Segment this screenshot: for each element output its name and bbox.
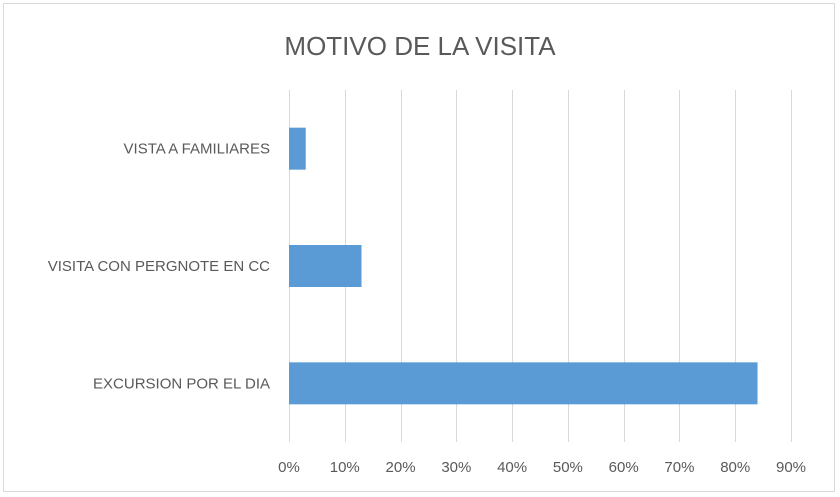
- x-tick-label: 50%: [553, 459, 583, 476]
- x-tick-label: 20%: [386, 459, 416, 476]
- x-tick-label: 70%: [664, 459, 694, 476]
- category-label: VISITA CON PERGNOTE EN CC: [48, 258, 270, 275]
- x-tick-label: 10%: [330, 459, 360, 476]
- chart-frame: [3, 3, 835, 492]
- category-label: EXCURSION POR EL DIA: [93, 375, 270, 392]
- category-labels: VISTA A FAMILIARES VISITA CON PERGNOTE EN…: [48, 141, 270, 393]
- bars: [289, 127, 758, 405]
- x-tick-label: 90%: [776, 459, 806, 476]
- x-tick-label: 40%: [497, 459, 527, 476]
- x-tick-label: 0%: [278, 459, 300, 476]
- x-tick-label: 60%: [609, 459, 639, 476]
- x-tick-label: 80%: [720, 459, 750, 476]
- bar: [289, 245, 362, 287]
- x-tick-label: 30%: [441, 459, 471, 476]
- bar: [289, 362, 758, 405]
- chart-title: MOTIVO DE LA VISITA: [284, 31, 556, 61]
- bar: [289, 127, 306, 170]
- x-axis-tick-labels: 0% 10% 20% 30% 40% 50% 60% 70% 80% 90%: [278, 459, 806, 476]
- category-label: VISTA A FAMILIARES: [124, 141, 270, 158]
